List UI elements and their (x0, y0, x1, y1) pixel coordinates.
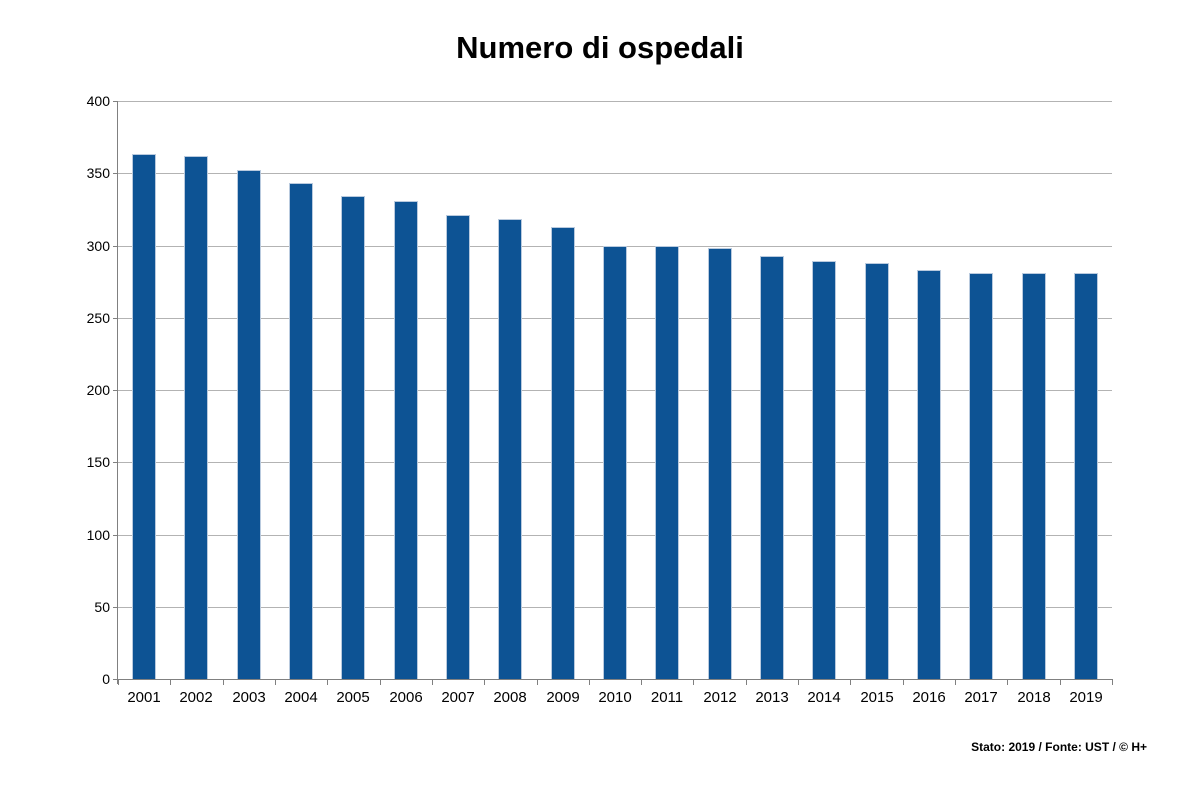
x-axis-label-2001: 2001 (127, 689, 161, 706)
x-tick-8 (537, 680, 538, 685)
x-axis-label-2015: 2015 (860, 689, 894, 706)
x-axis-label-2016: 2016 (912, 689, 946, 706)
bar-2016 (917, 270, 941, 679)
x-axis-label-2002: 2002 (179, 689, 213, 706)
x-axis-label-2009: 2009 (546, 689, 580, 706)
y-tick-100 (113, 535, 118, 536)
x-tick-3 (275, 680, 276, 685)
x-axis-label-2017: 2017 (964, 689, 998, 706)
bar-2013 (760, 256, 784, 679)
gridline-350 (118, 173, 1112, 174)
bar-2011 (655, 246, 679, 680)
x-tick-16 (955, 680, 956, 685)
x-tick-13 (798, 680, 799, 685)
x-tick-12 (746, 680, 747, 685)
x-tick-19 (1112, 680, 1113, 685)
bar-2015 (865, 263, 889, 679)
x-axis-label-2006: 2006 (389, 689, 423, 706)
x-axis-label-2019: 2019 (1069, 689, 1103, 706)
x-axis-label-2018: 2018 (1017, 689, 1051, 706)
x-tick-0 (118, 680, 119, 685)
y-axis-label-300: 300 (86, 238, 110, 254)
y-tick-250 (113, 318, 118, 319)
bar-2018 (1022, 273, 1046, 679)
bar-2009 (551, 227, 575, 679)
bar-2012 (708, 248, 732, 679)
x-tick-1 (170, 680, 171, 685)
bar-2004 (289, 183, 313, 679)
x-tick-2 (223, 680, 224, 685)
bar-2019 (1074, 273, 1098, 679)
y-axis-label-100: 100 (86, 527, 110, 543)
x-axis-label-2008: 2008 (493, 689, 527, 706)
chart-title: Numero di ospedali (456, 30, 744, 65)
x-tick-4 (327, 680, 328, 685)
x-axis-label-2014: 2014 (807, 689, 841, 706)
bar-2017 (969, 273, 993, 679)
bar-2014 (812, 261, 836, 679)
x-tick-14 (850, 680, 851, 685)
chart-footer-source: Stato: 2019 / Fonte: UST / © H+ (971, 740, 1147, 754)
y-tick-150 (113, 462, 118, 463)
y-tick-50 (113, 607, 118, 608)
x-tick-10 (641, 680, 642, 685)
x-tick-6 (432, 680, 433, 685)
x-axis-label-2012: 2012 (703, 689, 737, 706)
x-tick-17 (1007, 680, 1008, 685)
y-axis-label-50: 50 (94, 599, 110, 615)
gridline-400 (118, 101, 1112, 102)
y-axis-label-250: 250 (86, 310, 110, 326)
x-tick-18 (1060, 680, 1061, 685)
x-tick-9 (589, 680, 590, 685)
bar-2008 (498, 219, 522, 679)
y-axis-label-350: 350 (86, 165, 110, 181)
y-axis-label-400: 400 (86, 93, 110, 109)
y-tick-0 (113, 679, 118, 680)
y-axis-label-200: 200 (86, 382, 110, 398)
plot-area (118, 101, 1112, 680)
bar-2005 (341, 196, 365, 679)
y-tick-400 (113, 101, 118, 102)
x-axis-label-2011: 2011 (650, 689, 684, 706)
bar-2002 (184, 156, 208, 679)
x-axis-line (117, 679, 1113, 680)
y-tick-350 (113, 173, 118, 174)
y-axis-label-0: 0 (102, 671, 110, 687)
bar-2007 (446, 215, 470, 679)
bar-2010 (603, 246, 627, 680)
x-axis-label-2007: 2007 (441, 689, 475, 706)
bar-2006 (394, 201, 418, 679)
x-axis-label-2005: 2005 (336, 689, 370, 706)
x-axis-label-2013: 2013 (755, 689, 789, 706)
y-tick-200 (113, 390, 118, 391)
y-tick-300 (113, 246, 118, 247)
x-tick-11 (693, 680, 694, 685)
y-axis-label-150: 150 (86, 454, 110, 470)
x-axis-label-2004: 2004 (284, 689, 318, 706)
y-axis-line (117, 101, 118, 684)
bar-2001 (132, 154, 156, 679)
x-tick-7 (484, 680, 485, 685)
x-axis-label-2003: 2003 (232, 689, 266, 706)
x-tick-5 (380, 680, 381, 685)
x-axis-label-2010: 2010 (598, 689, 632, 706)
x-tick-15 (903, 680, 904, 685)
bar-2003 (237, 170, 261, 679)
